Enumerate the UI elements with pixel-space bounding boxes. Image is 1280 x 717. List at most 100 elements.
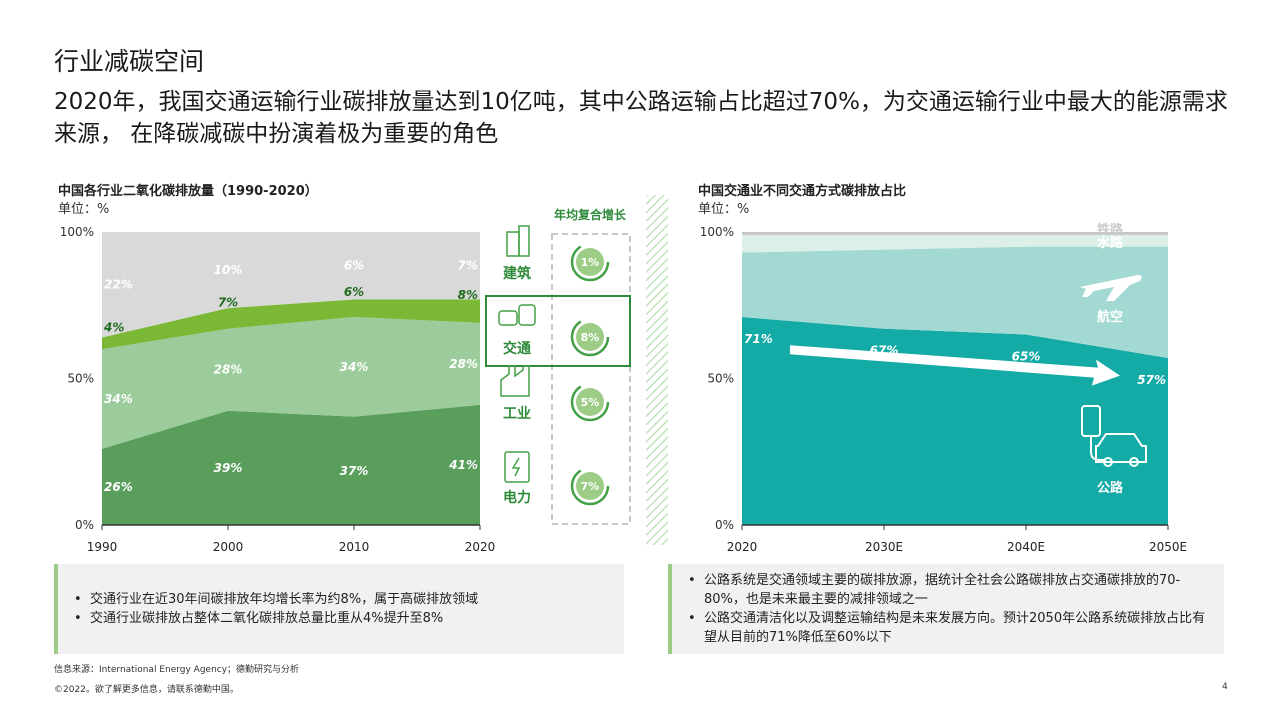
mode-label-rail: 铁路 <box>1096 222 1124 238</box>
area-series-4 <box>742 232 1168 235</box>
airplane-shape <box>1080 275 1142 301</box>
cagr-dashed-box <box>551 233 631 525</box>
gauge-value: 7% <box>581 480 600 493</box>
car-wheel <box>1129 457 1139 467</box>
x-tick-label: 2000 <box>213 540 244 554</box>
mode-label-aviation: 航空 <box>1097 309 1123 325</box>
x-tick-label: 2020 <box>727 540 758 554</box>
mode-label-road: 公路 <box>1097 480 1124 496</box>
trend-arrow-icon <box>790 345 1120 386</box>
data-label: 28% <box>449 357 478 371</box>
panel-divider <box>646 195 668 545</box>
section-title: 行业减碳空间 <box>54 47 205 76</box>
y-tick-label: 100% <box>700 225 734 239</box>
area-series-2 <box>102 316 480 449</box>
area-series-2 <box>742 246 1168 358</box>
factory-icon <box>500 365 530 397</box>
gauge-value: 8% <box>581 331 600 344</box>
x-tick-label: 2030E <box>865 540 903 554</box>
mode-label-water: 水路 <box>1097 235 1124 251</box>
gauge-fill <box>576 323 604 351</box>
data-label: 28% <box>214 363 243 377</box>
data-label: 37% <box>340 464 369 478</box>
area-series-1 <box>102 404 480 525</box>
left-chart-unit: 单位：% <box>58 202 110 217</box>
gauge-ring <box>570 466 610 506</box>
data-label: 39% <box>214 461 243 475</box>
data-label: 7% <box>218 295 238 309</box>
y-tick-label: 100% <box>60 225 94 239</box>
gauge-value: 1% <box>581 256 600 269</box>
bolt-shape <box>511 457 521 477</box>
gauge-value: 5% <box>581 396 600 409</box>
building-block <box>506 231 520 257</box>
data-label: 26% <box>104 480 133 494</box>
data-label: 41% <box>448 458 478 472</box>
left-chart-title: 中国各行业二氧化碳排放量（1990-2020） <box>58 184 318 199</box>
sector-label: 电力 <box>503 489 531 506</box>
data-label: 57% <box>1137 373 1166 387</box>
gauge-ring <box>570 317 610 357</box>
data-label: 6% <box>344 259 364 273</box>
area-series-3 <box>102 299 480 350</box>
left-note-item: 交通行业在近30年间碳排放年均增长率为约8%，属于高碳排放领域 <box>70 590 614 609</box>
x-tick-label: 2010 <box>339 540 370 554</box>
y-tick-label: 50% <box>707 372 734 386</box>
data-label: 71% <box>744 332 773 346</box>
x-tick-label: 2050E <box>1149 540 1187 554</box>
x-tick-label: 2040E <box>1007 540 1045 554</box>
y-tick-label: 0% <box>715 518 734 532</box>
x-tick-label: 1990 <box>87 540 118 554</box>
data-label: 7% <box>458 259 478 273</box>
left-notes: 交通行业在近30年间碳排放年均增长率为约8%，属于高碳排放领域 交通行业碳排放占… <box>54 564 624 654</box>
sector-label: 交通 <box>503 340 531 357</box>
sector-label: 建筑 <box>503 265 531 282</box>
box-shape <box>504 451 530 483</box>
y-tick-label: 0% <box>75 518 94 532</box>
factory-shape <box>500 365 530 397</box>
airplane-icon <box>1080 275 1142 301</box>
building-block <box>518 225 530 257</box>
data-label: 6% <box>344 285 364 299</box>
data-label: 34% <box>340 360 369 374</box>
headline: 2020年，我国交通运输行业碳排放量达到10亿吨，其中公路运输占比超过70%，为… <box>54 89 1228 147</box>
copyright: ©2022。欲了解更多信息，请联系德勤中国。 <box>54 685 239 695</box>
gauge-fill <box>576 248 604 276</box>
right-chart-unit: 单位：% <box>698 202 750 217</box>
charger-cable <box>1090 436 1106 461</box>
data-label: 34% <box>104 392 133 406</box>
gauge-fill <box>576 388 604 416</box>
cagr-title: 年均复合增长 <box>554 207 627 222</box>
car-shape <box>498 310 518 326</box>
data-label: 22% <box>104 278 133 292</box>
gauge-ring <box>570 242 610 282</box>
right-chart-title: 中国交通业不同交通方式碳排放占比 <box>698 184 907 199</box>
right-notes: 公路系统是交通领域主要的碳排放源，据统计全社会公路碳排放占交通碳排放的70-80… <box>668 564 1224 654</box>
left-note-item: 交通行业碳排放占整体二氧化碳排放总量比重从4%提升至8% <box>70 609 614 628</box>
data-label: 10% <box>214 263 243 277</box>
source-note: 信息来源：International Energy Agency；德勤研究与分析 <box>54 665 300 675</box>
sector-label: 工业 <box>503 406 531 422</box>
right-note-item: 公路交通清洁化以及调整运输结构是未来发展方向。预计2050年公路系统碳排放占比有… <box>684 609 1214 647</box>
transport-highlight-box <box>485 295 631 367</box>
gauge-fill <box>576 472 604 500</box>
building-icon <box>506 225 530 257</box>
data-label: 4% <box>103 320 124 334</box>
area-series-3 <box>742 234 1168 253</box>
right-note-item: 公路系统是交通领域主要的碳排放源，据统计全社会公路碳排放占交通碳排放的70-80… <box>684 571 1214 609</box>
left-area-chart: 0% 50% 100% 1990 2000 2010 2020 26% 39% 37% 41% 34%… <box>60 225 496 554</box>
car-body <box>1095 433 1147 463</box>
area-series-4 <box>102 232 480 338</box>
bus-shape <box>518 304 536 326</box>
car-wheel <box>1103 457 1113 467</box>
ev-charging-icon <box>1081 405 1147 467</box>
data-label: 8% <box>458 288 478 302</box>
y-tick-label: 50% <box>67 372 94 386</box>
x-tick-label: 2020 <box>465 540 496 554</box>
gauge-ring <box>570 382 610 422</box>
page-number: 4 <box>1222 682 1228 692</box>
data-label: 65% <box>1012 350 1041 364</box>
bus-car-icon <box>498 304 536 326</box>
